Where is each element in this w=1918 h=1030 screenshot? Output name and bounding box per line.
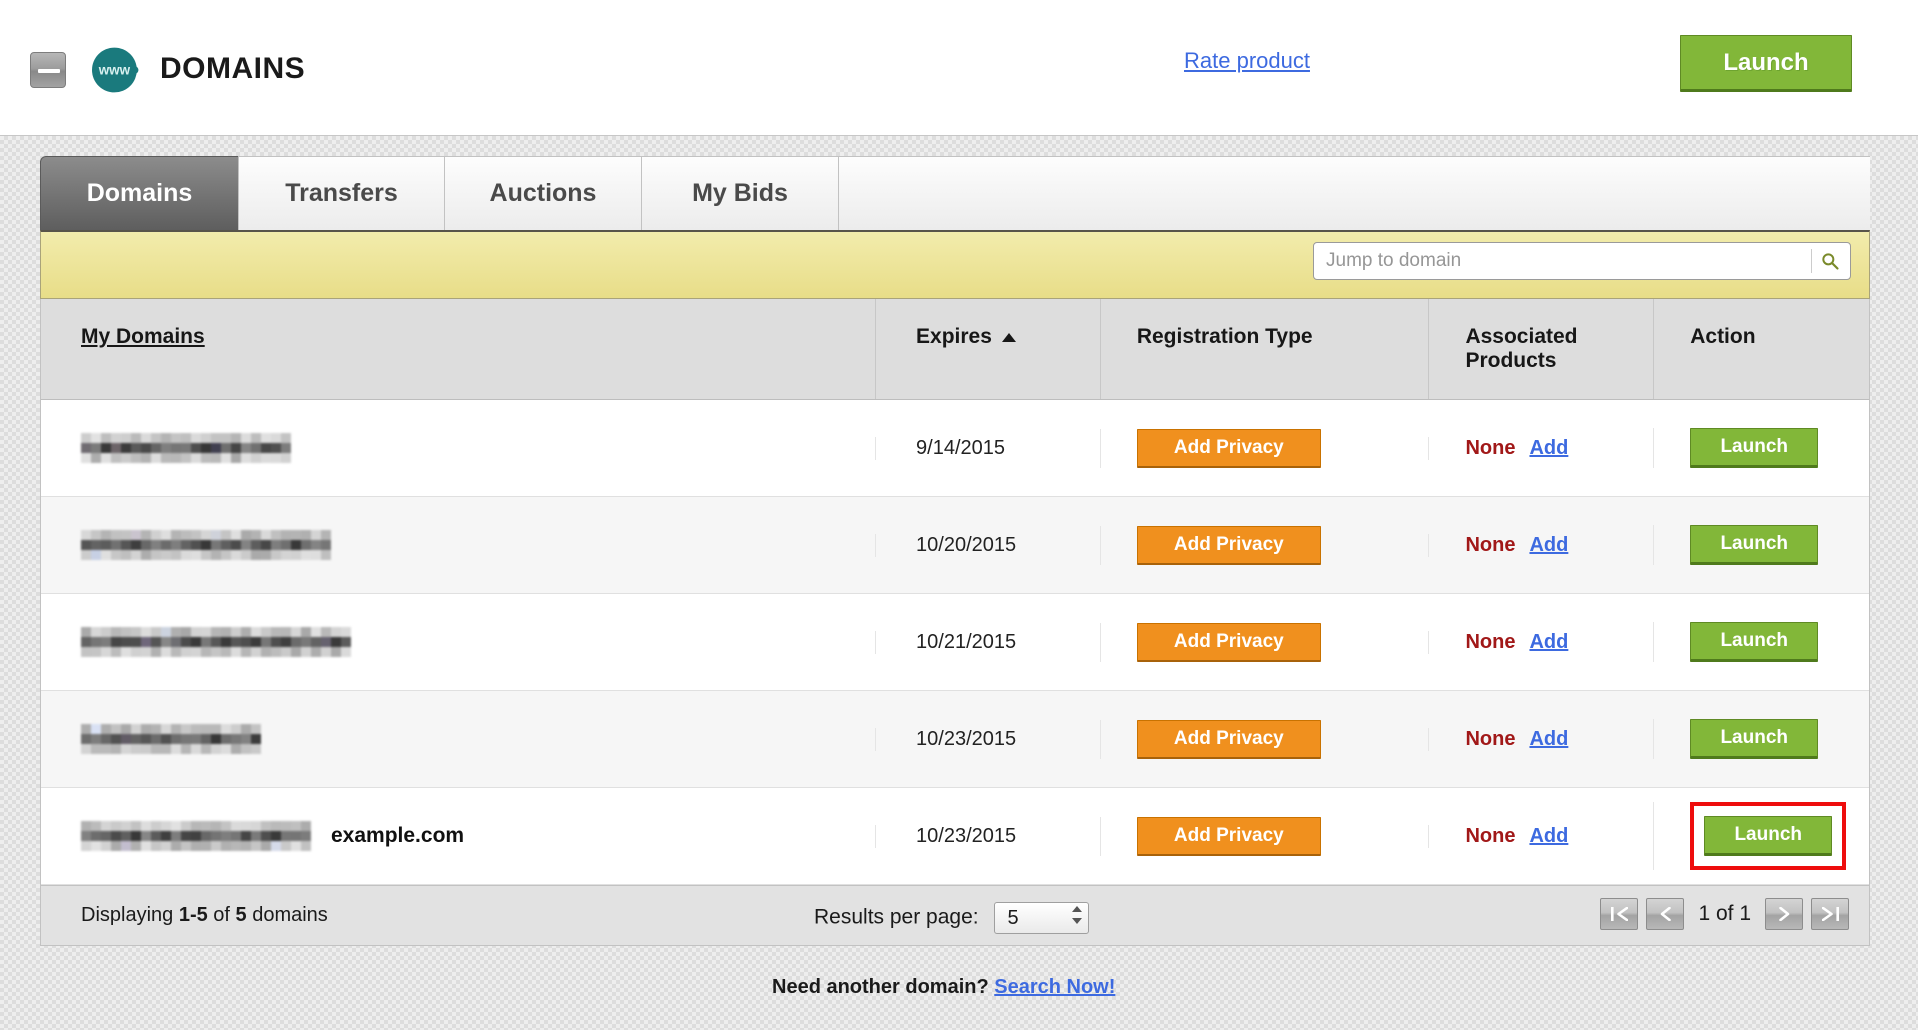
svg-text:www: www [98,62,131,77]
